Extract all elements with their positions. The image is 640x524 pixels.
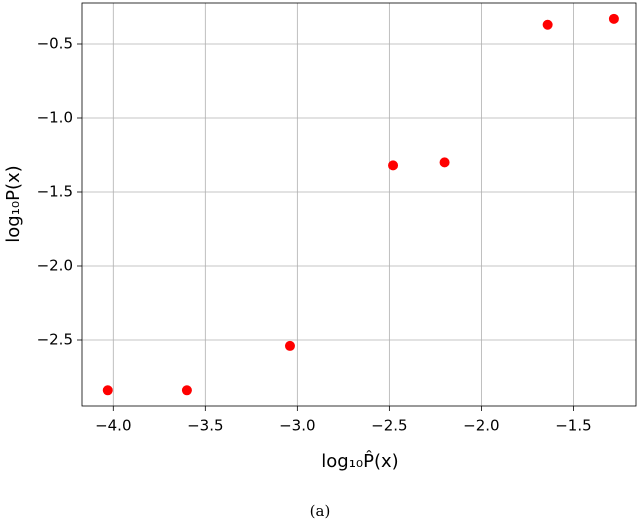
x-tick-label: −2.5: [371, 417, 407, 435]
point: [284, 340, 295, 351]
point: [542, 19, 553, 30]
point: [608, 13, 619, 24]
caption: (a): [310, 502, 331, 520]
y-tick-label: −2.5: [37, 330, 73, 348]
y-tick-label: −0.5: [37, 34, 73, 52]
point: [388, 160, 399, 171]
x-tick-label: −1.5: [555, 417, 591, 435]
y-tick-label: −2.0: [37, 256, 73, 274]
y-axis-label: log₁₀P(x): [3, 165, 24, 242]
plot-frame: [81, 2, 637, 407]
x-tick-label: −3.5: [187, 417, 223, 435]
point: [439, 157, 450, 168]
x-tick-label: −2.0: [463, 417, 499, 435]
x-axis-label: log₁₀P̂(x): [321, 451, 398, 472]
y-tick-label: −1.5: [37, 182, 73, 200]
point: [102, 385, 113, 396]
x-tick-label: −4.0: [95, 417, 131, 435]
y-tick-label: −1.0: [37, 108, 73, 126]
x-tick-label: −3.0: [279, 417, 315, 435]
point: [181, 385, 192, 396]
